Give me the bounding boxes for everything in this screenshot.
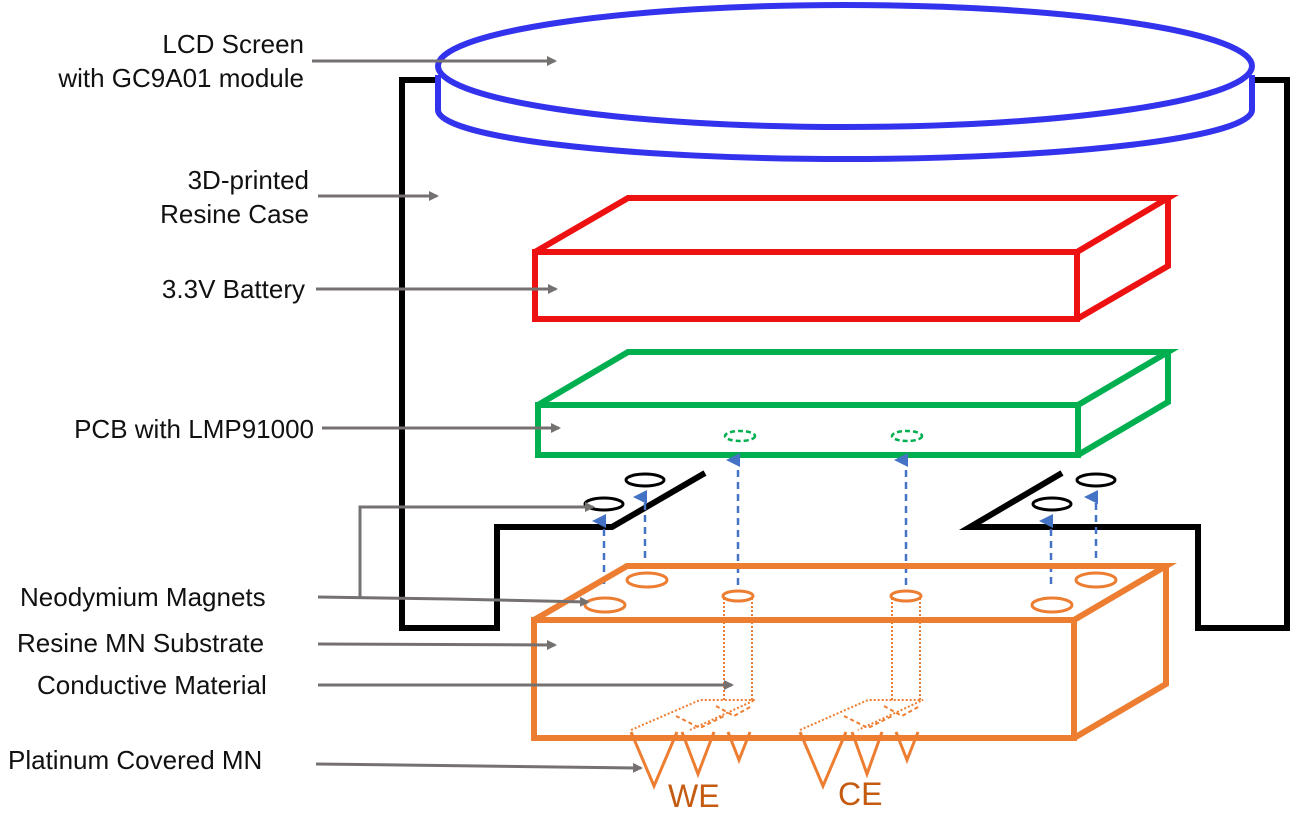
- microneedle-back: [675, 715, 725, 730]
- microneedle: [726, 731, 752, 765]
- substrate-magnet-hole: [625, 571, 669, 589]
- microneedle-back: [715, 705, 753, 718]
- callout-arrows: [312, 56, 734, 773]
- microneedle-back: [843, 715, 893, 730]
- label-lcd-line2: with GC9A01 module: [58, 63, 304, 93]
- case-right-wall: [958, 77, 1290, 631]
- substrate-magnet-hole: [583, 596, 627, 614]
- microneedle: [629, 731, 679, 790]
- magnets-bracket: [358, 505, 592, 597]
- pcb-front-face: [535, 402, 1081, 458]
- substrate-magnet-hole: [1030, 596, 1074, 614]
- resine-case: [399, 77, 1290, 631]
- lcd-screen: [435, 2, 1255, 162]
- lcd-bottom-rim: [435, 75, 1255, 162]
- lcd-top-face: [435, 2, 1255, 130]
- substrate-magnet-hole: [1074, 571, 1118, 589]
- ce-channel: [799, 699, 924, 731]
- case-magnet-right-back: [1075, 472, 1117, 488]
- label-case-line2: Resine Case: [160, 199, 309, 229]
- label-lcd-screen: LCD Screen with GC9A01 module: [20, 27, 304, 95]
- pcb-side-face: [1076, 352, 1171, 458]
- pcb-block: [535, 349, 1180, 458]
- pcb-we-pad: [723, 429, 757, 443]
- battery-side-face: [1075, 198, 1171, 322]
- platinum-callout-arrow: [315, 762, 643, 773]
- substrate-callout-arrow: [317, 639, 557, 650]
- label-platinum: Platinum Covered MN: [8, 745, 263, 775]
- substrate-top-face: [532, 563, 1178, 623]
- battery-front-face: [532, 249, 1080, 322]
- label-resine-case: 3D-printed Resine Case: [60, 163, 309, 231]
- label-working-electrode: WE: [668, 778, 720, 814]
- case-magnet-right-front: [1031, 496, 1073, 512]
- label-battery: 3.3V Battery: [161, 274, 305, 304]
- microneedle: [680, 731, 716, 779]
- case-magnets: [583, 472, 1117, 512]
- pcb-top-face: [536, 349, 1180, 408]
- microneedle: [894, 731, 920, 765]
- platinum-microneedles: [629, 731, 920, 790]
- microneedle: [798, 731, 848, 790]
- label-case-line1: 3D-printed: [187, 165, 309, 195]
- label-substrate: Resine MN Substrate: [17, 628, 265, 658]
- case-magnet-left-back: [624, 472, 666, 488]
- battery-top-face: [533, 195, 1179, 255]
- substrate-side-face: [1072, 566, 1169, 741]
- conductive-material: [630, 598, 924, 731]
- connector-arrows: [592, 453, 1098, 585]
- substrate-we-via-top: [721, 589, 755, 603]
- label-counter-electrode: CE: [838, 776, 883, 812]
- microneedle-tips-dashed: [675, 705, 921, 730]
- mn-substrate: [531, 563, 1178, 741]
- label-pcb: PCB with LMP91000: [74, 414, 314, 444]
- label-conductive: Conductive Material: [37, 670, 267, 700]
- label-magnets: Neodymium Magnets: [20, 582, 266, 612]
- case-left-wall: [399, 77, 707, 631]
- magnets-callout-arrow: [317, 595, 590, 607]
- pcb-ce-pad: [890, 429, 924, 443]
- we-channel: [630, 699, 756, 731]
- microneedle: [850, 731, 884, 779]
- substrate-front-face: [531, 617, 1077, 741]
- label-lcd-line1: LCD Screen: [162, 29, 304, 59]
- battery-block: [532, 195, 1179, 322]
- substrate-ce-via-top: [889, 589, 923, 603]
